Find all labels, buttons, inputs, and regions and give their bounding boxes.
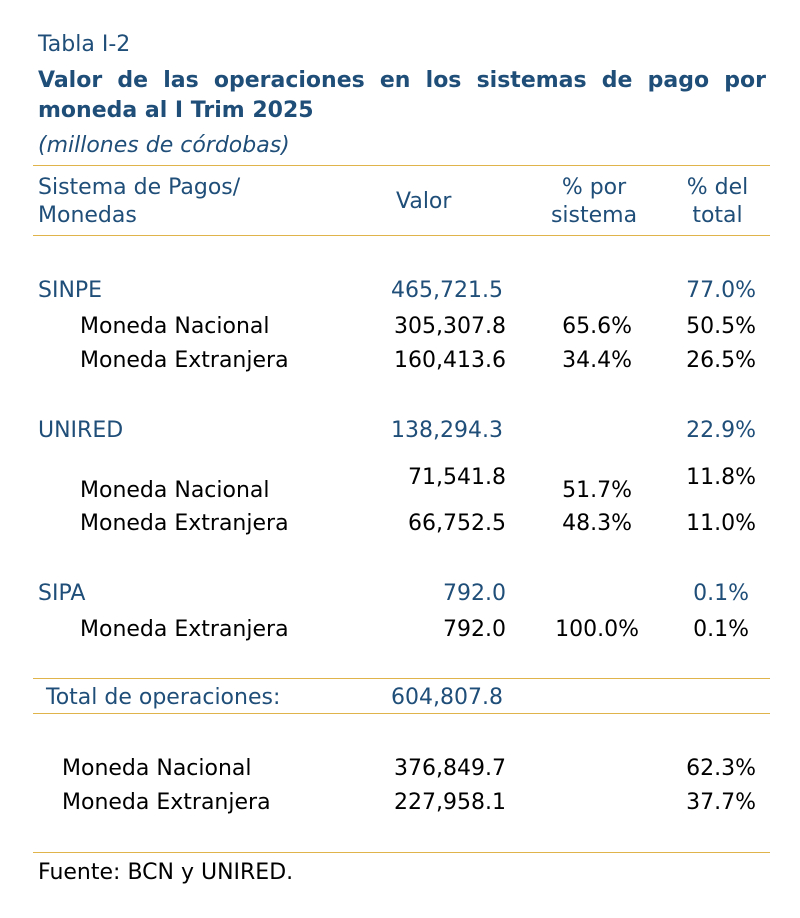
group-name-unired: UNIRED (38, 418, 124, 443)
summary-pct-total: 62.3% (686, 756, 756, 781)
row-pct-total: 26.5% (686, 348, 756, 373)
summary-valor: 376,849.7 (394, 756, 506, 781)
group-valor-sipa: 792.0 (443, 581, 506, 606)
title-line-2: moneda al I Trim 2025 (38, 98, 314, 123)
group-valor-unired: 138,294.3 (391, 418, 503, 443)
title-word: en (379, 68, 411, 93)
row-valor: 792.0 (443, 617, 506, 642)
row-label: Moneda Nacional (80, 478, 270, 503)
row-valor: 305,307.8 (394, 314, 506, 339)
source-note: Fuente: BCN y UNIRED. (38, 860, 294, 885)
total-label: Total de operaciones: (46, 685, 281, 710)
row-valor: 71,541.8 (408, 465, 506, 490)
table-subtitle: (millones de córdobas) (38, 133, 290, 158)
row-pct-sistema: 34.4% (562, 348, 632, 373)
summary-label: Moneda Nacional (62, 756, 252, 781)
header-pct-sistema-line1: % por (561, 175, 627, 200)
title-word: sistemas (476, 68, 587, 93)
row-pct-sistema: 51.7% (562, 478, 632, 503)
row-label: Moneda Extranjera (80, 348, 289, 373)
header-valor: Valor (396, 189, 452, 214)
title-word: de (117, 68, 149, 93)
title-word: Valor (38, 68, 103, 93)
group-pct-total-sinpe: 77.0% (686, 278, 756, 303)
title-word: de (601, 68, 633, 93)
row-pct-sistema: 100.0% (555, 617, 639, 642)
group-pct-total-sipa: 0.1% (693, 581, 749, 606)
title-word: los (425, 68, 462, 93)
row-label: Moneda Nacional (80, 314, 270, 339)
title-line-1: Valor de las operaciones en los sistemas… (38, 66, 766, 96)
group-valor-sinpe: 465,721.5 (391, 278, 503, 303)
table-title: Valor de las operaciones en los sistemas… (38, 66, 766, 126)
header-bottom-rule (33, 235, 770, 236)
title-word: operaciones (213, 68, 365, 93)
row-label: Moneda Extranjera (80, 511, 289, 536)
row-valor: 160,413.6 (394, 348, 506, 373)
summary-valor: 227,958.1 (394, 790, 506, 815)
footer-rule (33, 852, 770, 853)
group-name-sinpe: SINPE (38, 278, 103, 303)
row-pct-sistema: 65.6% (562, 314, 632, 339)
row-valor: 66,752.5 (408, 511, 506, 536)
group-pct-total-unired: 22.9% (686, 418, 756, 443)
row-pct-sistema: 48.3% (562, 511, 632, 536)
header-system-line1: Sistema de Pagos/ (38, 175, 241, 200)
header-pct-total-line1: % del (686, 175, 749, 200)
row-pct-total: 11.0% (686, 511, 756, 536)
title-word: las (163, 68, 199, 93)
row-pct-total: 50.5% (686, 314, 756, 339)
header-pct-total-line2: total (692, 203, 743, 228)
group-name-sipa: SIPA (38, 581, 86, 606)
table-label: Tabla I-2 (38, 32, 131, 57)
header-pct-sistema-line2: sistema (550, 203, 638, 228)
total-valor: 604,807.8 (391, 685, 503, 710)
row-label: Moneda Extranjera (80, 617, 289, 642)
summary-pct-total: 37.7% (686, 790, 756, 815)
total-top-rule (33, 678, 770, 679)
total-bottom-rule (33, 713, 770, 714)
header-top-rule (33, 165, 770, 166)
row-pct-total: 11.8% (686, 465, 756, 490)
header-system-line2: Monedas (38, 203, 137, 228)
title-word: pago (647, 68, 710, 93)
title-word: por (724, 68, 766, 93)
row-pct-total: 0.1% (693, 617, 749, 642)
summary-label: Moneda Extranjera (62, 790, 271, 815)
